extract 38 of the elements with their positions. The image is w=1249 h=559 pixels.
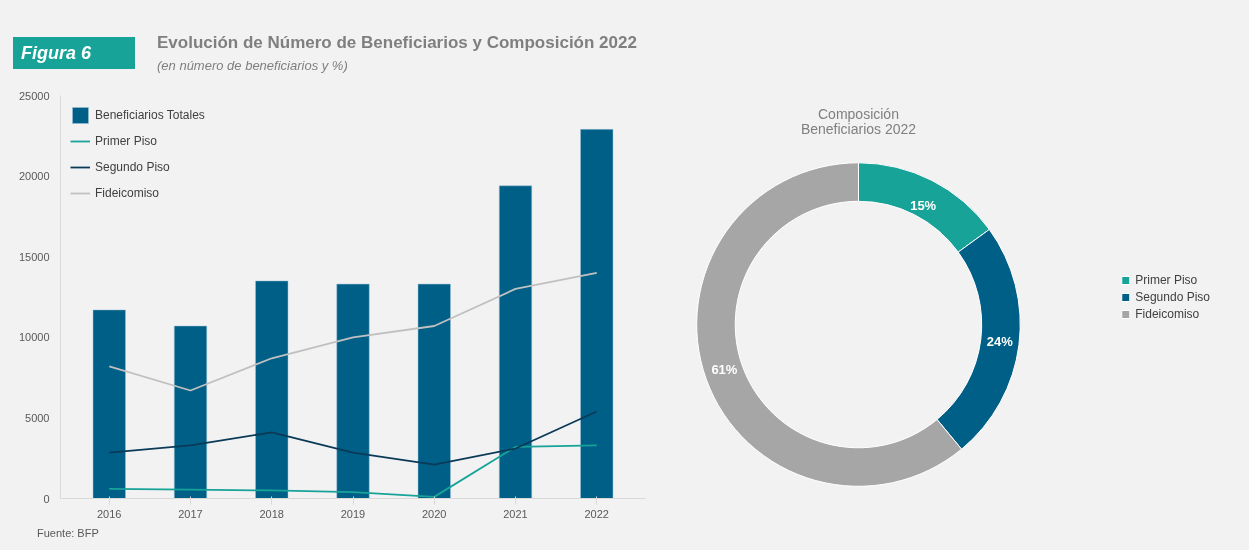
legend-label: Primer Piso (1135, 272, 1198, 287)
line-series (108, 444, 598, 498)
x-tick-label: 2018 (259, 507, 284, 520)
bar (499, 185, 532, 499)
bar (417, 283, 451, 499)
y-tick-label: 20000 (18, 170, 50, 183)
line-series (108, 271, 598, 392)
bar (580, 129, 614, 499)
bar (255, 280, 289, 499)
y-tick-label: 10000 (18, 331, 50, 344)
bar (174, 325, 207, 499)
x-tick-label: 2019 (340, 507, 366, 520)
text: Figura 6 (13, 37, 135, 69)
legend-label: Primer Piso (95, 134, 158, 148)
legend-label: Segundo Piso (1135, 289, 1210, 304)
x-tick-label: 2020 (422, 507, 447, 520)
y-tick-label: 15000 (18, 250, 50, 263)
data-label: 24% (986, 333, 1014, 349)
chart-title: Evolución de Número de Beneficiarios y Composición 2022 (157, 32, 637, 54)
bar (336, 283, 370, 499)
legend-label: Fideicomiso (1135, 306, 1200, 321)
x-tick-label: 2017 (178, 507, 203, 520)
y-tick-label: 25000 (18, 89, 50, 102)
legend-label: Fideicomiso (95, 186, 160, 200)
bar (92, 309, 126, 499)
source-note: Fuente: BFP (36, 526, 99, 541)
y-tick-label: 0 (43, 492, 50, 505)
legend-label: Beneficiarios Totales (95, 108, 205, 122)
x-tick-label: 2021 (503, 507, 528, 520)
legend-label: Segundo Piso (95, 160, 170, 174)
x-tick-label: 2022 (584, 507, 609, 520)
chart-subtitle: (en número de beneficiarios y %) (157, 57, 348, 75)
line-series (108, 410, 598, 466)
data-label: 61% (711, 362, 738, 378)
data-label: 15% (910, 197, 937, 213)
x-tick-label: 2016 (97, 507, 122, 520)
y-tick-label: 5000 (25, 411, 50, 424)
chart-title: Composición Beneficiarios 2022 (800, 106, 917, 137)
